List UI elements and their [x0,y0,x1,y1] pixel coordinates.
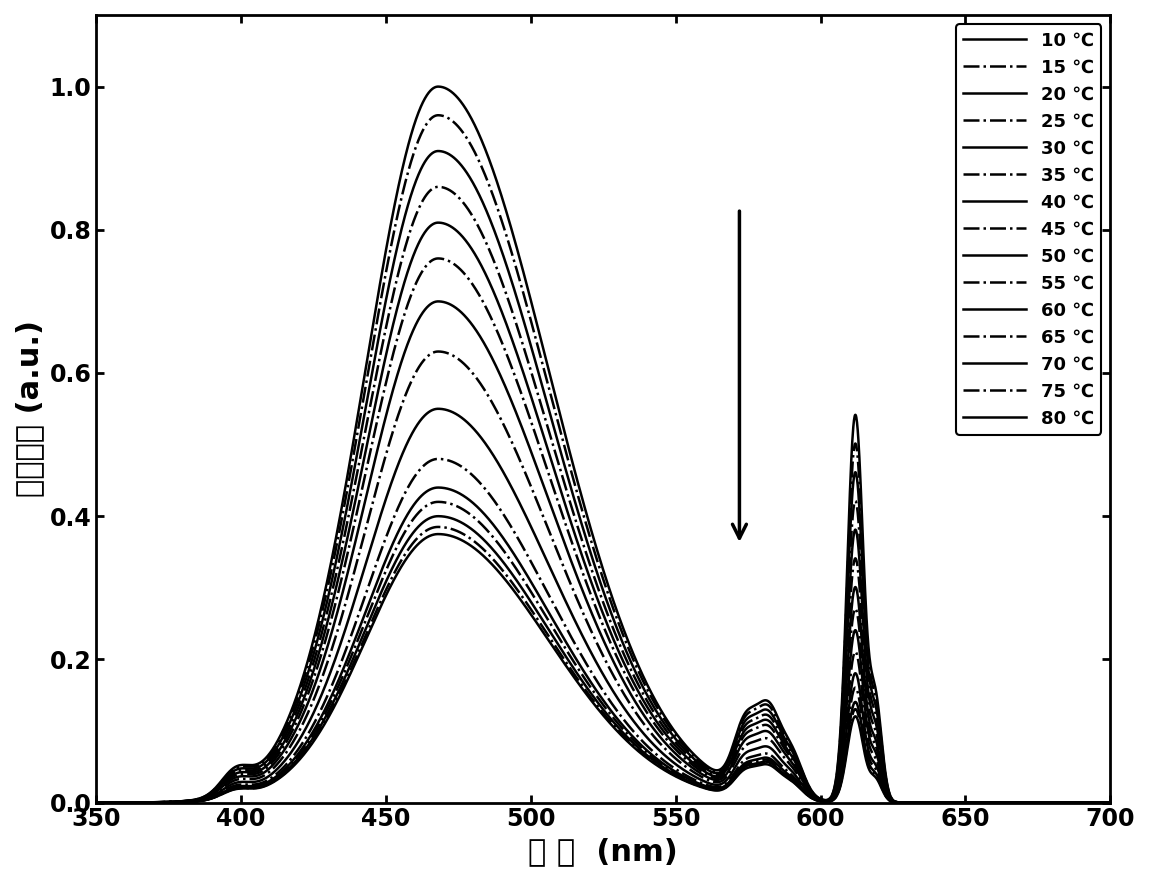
Legend: 10 ℃, 15 ℃, 20 ℃, 25 ℃, 30 ℃, 35 ℃, 40 ℃, 45 ℃, 50 ℃, 55 ℃, 60 ℃, 65 ℃, 70 ℃, 75: 10 ℃, 15 ℃, 20 ℃, 25 ℃, 30 ℃, 35 ℃, 40 ℃… [956,24,1102,435]
X-axis label: 波 长  (nm): 波 长 (nm) [528,837,678,866]
Y-axis label: 荧光强度 (a.u.): 荧光强度 (a.u.) [15,321,44,497]
